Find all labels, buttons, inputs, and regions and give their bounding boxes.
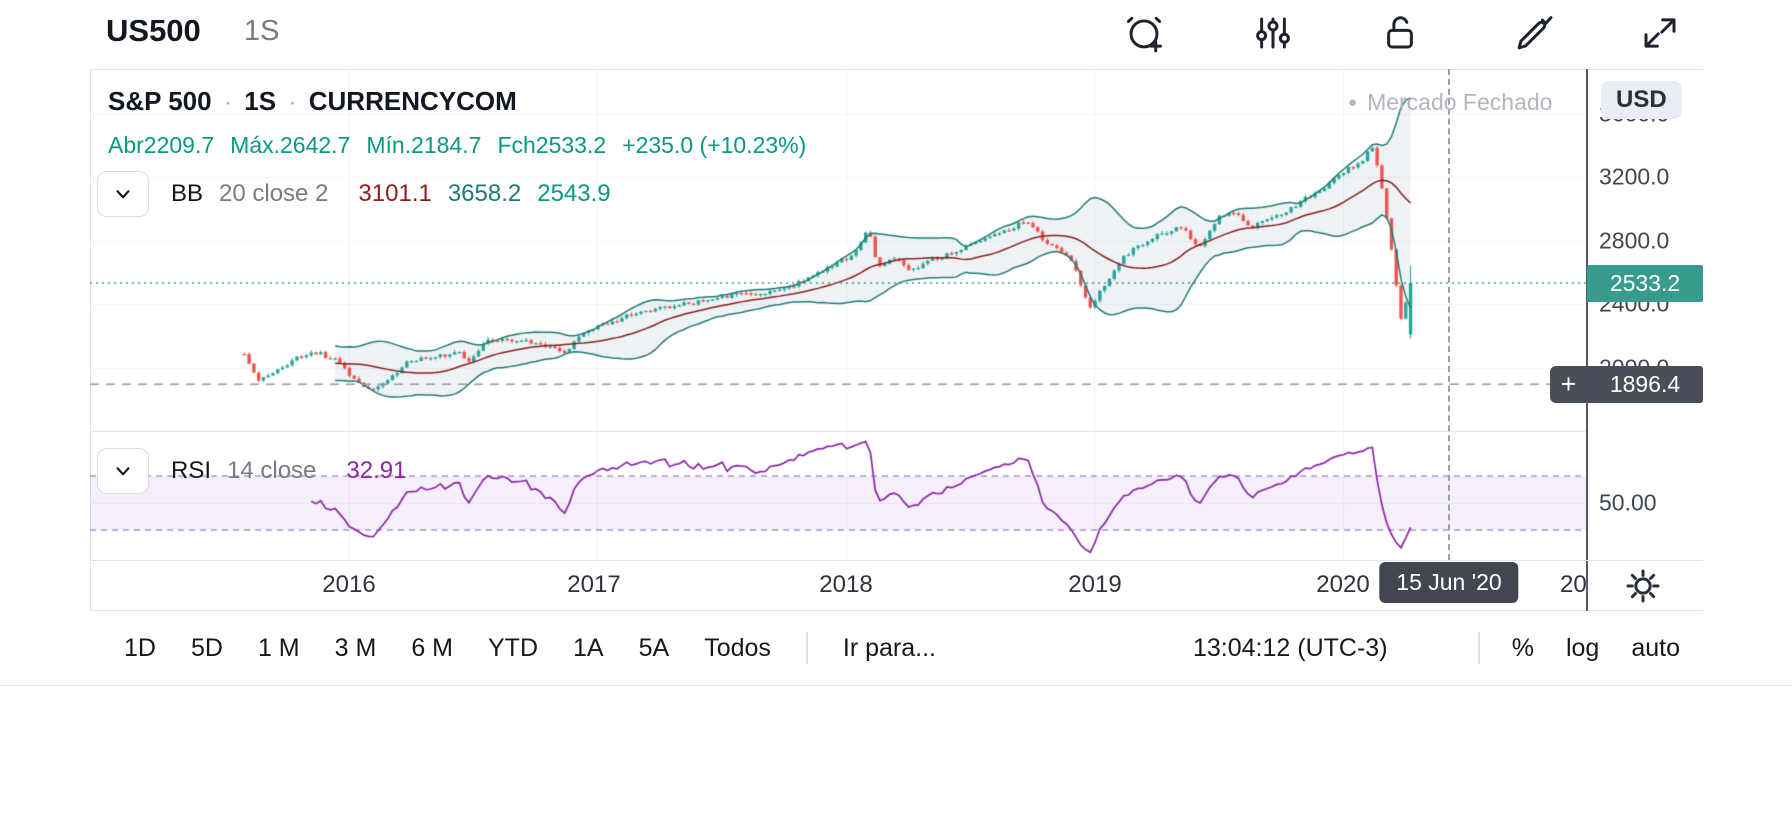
legend-interval: 1S	[244, 86, 277, 116]
range-3m[interactable]: 3 M	[334, 633, 377, 662]
bottom-tab-bar: Lista Gráfico Ideias	[0, 687, 1792, 828]
scale-log[interactable]: log	[1565, 633, 1600, 662]
range-1d[interactable]: 1D	[124, 633, 156, 662]
time-axis-year: 2018	[819, 571, 873, 598]
legend-separator: ·	[223, 86, 233, 116]
current-price-badge: 2533.2	[1587, 265, 1703, 302]
bb-lower-value: 2543.9	[537, 180, 611, 207]
rsi-collapse-button[interactable]	[97, 448, 149, 494]
currency-badge[interactable]: USD	[1601, 81, 1682, 119]
ohlc-row: Abr2209.7 Máx.2642.7 Mín.2184.7 Fch2533.…	[108, 132, 806, 159]
scale-buttons: % log auto	[1477, 611, 1680, 685]
price-axis-label: 3200.0	[1599, 163, 1670, 190]
bb-basis-value: 3101.1	[358, 180, 432, 207]
crosshair-date-tooltip: 15 Jun '20	[1379, 562, 1519, 603]
time-axis-year: 2019	[1068, 571, 1122, 598]
rsi-value: 32.91	[346, 457, 407, 484]
bottom-toolbar: 1D 5D 1 M 3 M 6 M YTD 1A 5A Todos Ir par…	[0, 611, 1792, 686]
ohlc-close: Fch2533.2	[497, 132, 607, 158]
price-axis-separator	[1586, 69, 1588, 611]
legend-exchange: CURRENCYCOM	[308, 86, 517, 116]
legend-symbol: S&P 500	[108, 86, 212, 116]
range-5d[interactable]: 5D	[190, 633, 223, 662]
price-axis-label: 2800.0	[1599, 227, 1670, 254]
bb-upper-value: 3658.2	[447, 180, 522, 207]
fullscreen-icon[interactable]	[1636, 8, 1684, 58]
scale-percent[interactable]: %	[1511, 633, 1534, 662]
chart-legend[interactable]: S&P 500 · 1S · CURRENCYCOM	[108, 86, 517, 117]
range-1m[interactable]: 1 M	[257, 633, 300, 662]
range-ytd[interactable]: YTD	[488, 633, 538, 662]
time-axis-year: 2017	[567, 571, 621, 598]
price-chart-canvas[interactable]	[0, 69, 1586, 560]
add-alert-plus-icon[interactable]: +	[1550, 366, 1587, 403]
toolbar-divider	[1477, 632, 1480, 664]
rsi-params: 14 close	[227, 457, 317, 484]
draw-icon[interactable]	[1510, 8, 1558, 58]
chevron-down-icon	[116, 467, 130, 476]
time-axis-year: 2016	[322, 571, 376, 598]
interval-button[interactable]: 1S	[244, 15, 280, 47]
unlock-icon[interactable]	[1376, 8, 1424, 58]
rsi-indicator-row[interactable]: RSI 14 close 32.91	[97, 448, 406, 494]
market-status-text: Mercado Fechado	[1367, 89, 1553, 115]
ohlc-high: Máx.2642.7	[230, 132, 351, 158]
chevron-down-icon	[116, 190, 130, 199]
ohlc-low: Mín.2184.7	[366, 132, 482, 158]
bb-params: 20 close 2	[219, 180, 329, 207]
range-buttons: 1D 5D 1 M 3 M 6 M YTD 1A 5A Todos Ir par…	[124, 611, 936, 685]
time-axis-year: 2020	[1316, 571, 1370, 598]
alert-add-icon[interactable]	[1120, 8, 1168, 58]
alert-price-badge[interactable]: 1896.4	[1587, 366, 1703, 403]
time-axis-separator	[90, 560, 1703, 561]
bb-collapse-button[interactable]	[97, 171, 149, 217]
rsi-name: RSI	[171, 457, 212, 484]
status-dot-icon: ●	[1348, 94, 1358, 111]
range-6m[interactable]: 6 M	[411, 633, 453, 662]
indicator-settings-icon[interactable]	[1249, 8, 1297, 58]
rsi-axis-label: 50.00	[1599, 489, 1657, 516]
range-5y[interactable]: 5A	[638, 633, 670, 662]
toolbar-divider	[805, 632, 808, 664]
time-axis-year: 20	[1560, 571, 1587, 598]
legend-separator: ·	[288, 86, 297, 116]
ohlc-open: Abr2209.7	[108, 132, 215, 158]
clock-display[interactable]: 13:04:12 (UTC-3)	[1193, 633, 1388, 662]
bb-name: BB	[171, 180, 204, 207]
sun-icon[interactable]	[1620, 563, 1666, 609]
scale-auto[interactable]: auto	[1631, 633, 1680, 662]
crosshair-vertical-line	[1448, 69, 1450, 560]
market-status: ● Mercado Fechado	[1348, 89, 1552, 116]
bb-indicator-row[interactable]: BB 20 close 2 3101.1 3658.2 2543.9	[97, 171, 611, 217]
range-1y[interactable]: 1A	[573, 633, 604, 662]
symbol-title[interactable]: US500	[106, 13, 201, 48]
goto-button[interactable]: Ir para...	[842, 633, 936, 662]
range-all[interactable]: Todos	[704, 633, 771, 662]
ohlc-change: +235.0 (+10.23%)	[622, 132, 807, 158]
